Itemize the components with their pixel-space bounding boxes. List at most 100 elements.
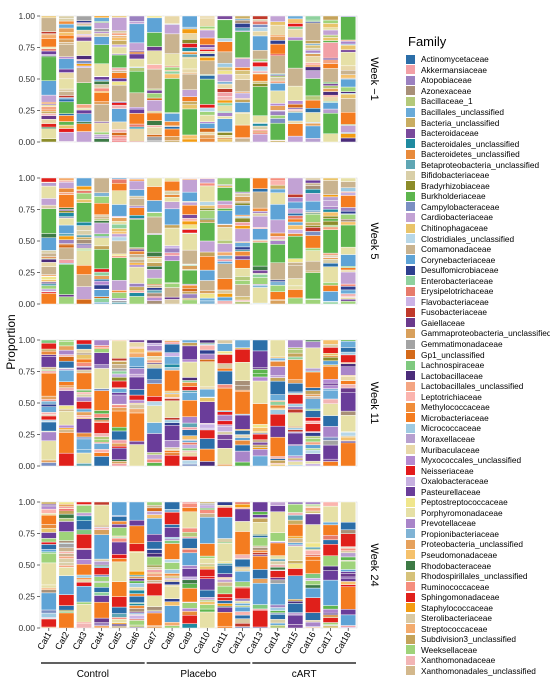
bar-segment-bradyrhizobiaceae [58, 210, 75, 213]
legend-label: Moraxellaceae [421, 433, 475, 444]
bar-segment-micrococcaceae [287, 403, 304, 407]
bar-segment-actinomycetaceae [146, 541, 163, 550]
x-tick-label: Cat16 [297, 630, 318, 656]
legend-item-erysipelotrichaceae: Erysipelotrichaceae [406, 286, 550, 297]
bar-segment-microbacteriaceae [129, 525, 145, 545]
bar-segment-porphyromonadaceae [41, 440, 57, 461]
bar-segment-actinomycetaceae [234, 430, 251, 435]
bar-segment-porphyromonadaceae [58, 217, 75, 226]
bar-segment-pasteurellaceae [340, 577, 356, 582]
bar-segment-enterobacteriaceae [111, 370, 128, 375]
bar-segment-bacillales-unclassified [199, 388, 216, 398]
bar-segment-microbacteriaceae [41, 38, 57, 48]
legend-label: Ruminococcaceae [421, 581, 490, 592]
bar-segment-prevotellaceae [146, 345, 163, 352]
bar-segment-corynebacteriaceae [287, 112, 304, 122]
bar-segment-myxococcales-unclassified [322, 385, 339, 389]
bar-segment-oxalobacteraceae [181, 576, 198, 581]
bar-segment-bradyrhizobiaceae [322, 220, 339, 226]
bar-segment-corynebacteriaceae [217, 210, 233, 225]
bar-segment-muribaculaceae [199, 131, 216, 136]
bar-segment-porphyromonadaceae [58, 567, 75, 576]
bar-segment-prevotellaceae [287, 339, 304, 348]
bar-segment-cardiobacteriaceae [41, 288, 57, 292]
bar-segment-corynebacteriaceae [111, 177, 128, 180]
bar-segment-microbacteriaceae [252, 73, 268, 82]
bar-segment-oxalobacteraceae [234, 93, 251, 99]
bar-segment-cardiobacteriaceae [93, 134, 110, 137]
bar-segment-desulfomicrobiaceae [234, 246, 251, 250]
bar-segment-microbacteriaceae [164, 128, 180, 137]
bar-segment-porphyromonadaceae [252, 431, 268, 434]
bar-segment-ruminococcaceae [41, 399, 57, 402]
group-label: Control [77, 669, 109, 680]
y-tick-label: 0.75 [18, 367, 35, 377]
bar-segment-porphyromonadaceae [146, 595, 163, 607]
bar-segment-gp1-unclassified [146, 97, 163, 101]
y-axis-label: Proportion [4, 314, 18, 369]
bar-segment-lachnospiraceae [252, 604, 268, 610]
bar-segment-xanthomonadaceae [41, 370, 57, 374]
bar-segment-akkermansiaceae [217, 204, 233, 209]
bar-segment-microbacteriaceae [234, 67, 251, 71]
bar-segment-gp1-unclassified [146, 507, 163, 512]
bar-segment-bacteroidaceae [340, 298, 356, 302]
bar-segment-sphingomonadaceae [252, 610, 268, 628]
bar-segment-porphyromonadaceae [146, 177, 163, 187]
bar-segment-methylococcaceae [252, 549, 268, 553]
bar-segment-rhodospirillales-unclassified [146, 110, 163, 114]
bar-segment-lactobacillaceae [41, 258, 57, 263]
bar-segment-propionibacteriaceae [305, 43, 321, 46]
bar-segment-porphyromonadaceae [111, 340, 128, 359]
bar-segment-prevotellaceae [181, 416, 198, 424]
bar-segment-prevotellaceae [340, 366, 356, 376]
bar-segment-xanthomonadaceae [217, 300, 233, 305]
bar-segment-ruminococcaceae [111, 404, 128, 408]
legend-item-muribaculaceae: Muribaculaceae [406, 444, 550, 455]
bar-segment-bacillales-unclassified [234, 339, 251, 348]
legend-swatch [406, 128, 415, 138]
bar-segment-neisseriaceae [305, 417, 321, 422]
bar-segment-subdivision3-unclassified [252, 517, 268, 523]
bar-segment-enterobacteriaceae [217, 102, 233, 107]
legend-label: Bacillales_unclassified [421, 107, 505, 117]
legend-label: Gp1_unclassified [421, 349, 485, 360]
bar-segment-atopobiaceae [93, 364, 110, 369]
bar-segment-fusobacteriaceae [305, 227, 321, 232]
legend-swatch [406, 276, 415, 286]
bar-segment-azonexaceae [340, 218, 356, 223]
bar-segment-rhodobacteraceae [181, 579, 198, 584]
bar-segment-porphyromonadaceae [252, 115, 268, 124]
bar-segment-bacteroidaceae [129, 339, 145, 343]
bar-segment-myxococcales-unclassified [164, 255, 180, 262]
legend-label: Desulfomicrobiaceae [421, 265, 499, 276]
bar-segment-campylobacteraceae [76, 436, 92, 440]
legend-label: Flavobacteriaceae [421, 296, 489, 307]
bar-segment-weeksellaceae [252, 58, 268, 62]
legend-label: Porphyromonadaceae [421, 507, 503, 518]
bar-segment-ruminococcaceae [111, 617, 128, 620]
bar-segment-bacillales-unclassified [146, 422, 163, 434]
bar-segment-clostridiales-unclassified [340, 431, 356, 437]
bar-segment-proteobacteria-unclassified [269, 105, 286, 111]
bar-segment-weeksellaceae [322, 282, 339, 286]
bar-segment-weeksellaceae [305, 504, 321, 507]
bar-segment-porphyromonadaceae [164, 196, 180, 202]
bar-segment-sphingomonadaceae [269, 414, 286, 427]
bar-segment-micrococcaceae [164, 569, 180, 574]
bar-segment-moraxellaceae [41, 182, 57, 187]
bar-segment-proteobacteria-unclassified [76, 411, 92, 416]
bar-segment-burkholderiaceae [217, 208, 233, 211]
bar-segment-bradyrhizobiaceae [322, 356, 339, 362]
bar-segment-cardiobacteriaceae [199, 29, 216, 39]
bar-segment-corynebacteriaceae [41, 237, 57, 251]
bar-segment-sterolibacteriaceae [217, 339, 233, 344]
bar-segment-subdivision3-unclassified [269, 460, 286, 464]
legend-item-xanthomonadaceae: Xanthomonadaceae [406, 655, 550, 666]
bar-segment-lactobacillaceae [199, 339, 216, 344]
legend-label: Prevotellaceae [421, 518, 476, 529]
bar-segment-weeksellaceae [322, 224, 339, 228]
bar-segment-methylococcaceae [111, 290, 128, 293]
bar-segment-microbacteriaceae [340, 112, 356, 125]
bar-segment-bifidobacteriaceae [269, 619, 286, 624]
